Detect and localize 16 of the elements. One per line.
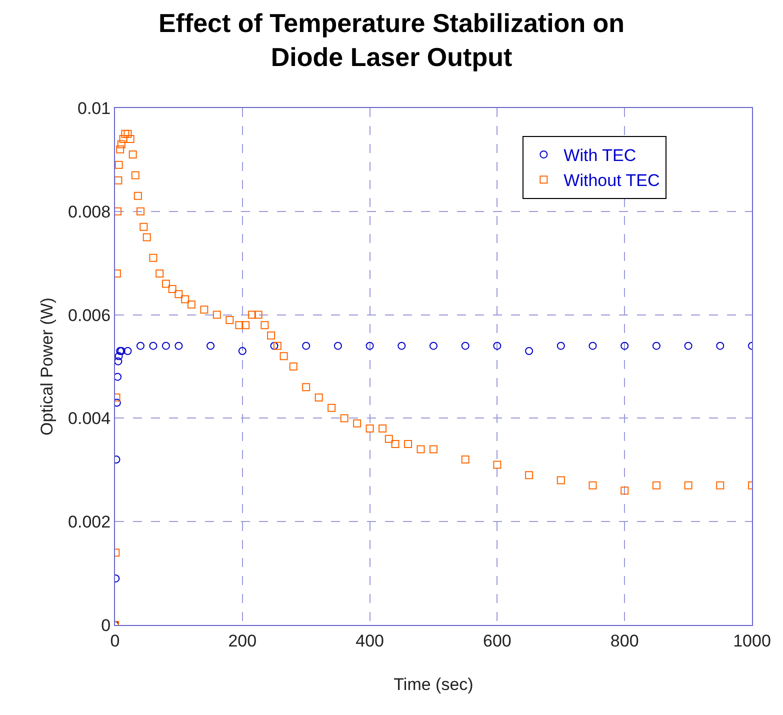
- y-tick-label: 0.002: [68, 512, 111, 532]
- x-tick-label: 800: [610, 631, 639, 650]
- legend-label: With TEC: [564, 146, 636, 166]
- chart-title: Effect of Temperature Stabilization on Diode Laser Output: [158, 8, 625, 72]
- y-tick-label: 0: [101, 616, 111, 635]
- x-axis-title: Time (sec): [394, 674, 474, 694]
- y-tick-label: 0.008: [68, 202, 111, 222]
- y-axis-title: Optical Power (W): [38, 298, 57, 436]
- x-tick-label: 600: [483, 631, 512, 650]
- x-tick-label: 400: [356, 631, 384, 650]
- y-tick-label: 0.004: [68, 409, 111, 428]
- x-tick-label: 1000: [733, 631, 771, 650]
- y-tick-label: 0.006: [68, 306, 111, 325]
- legend-label: Without TEC: [564, 171, 660, 190]
- y-tick-label: 0.01: [78, 98, 111, 118]
- x-tick-label: 200: [228, 631, 257, 650]
